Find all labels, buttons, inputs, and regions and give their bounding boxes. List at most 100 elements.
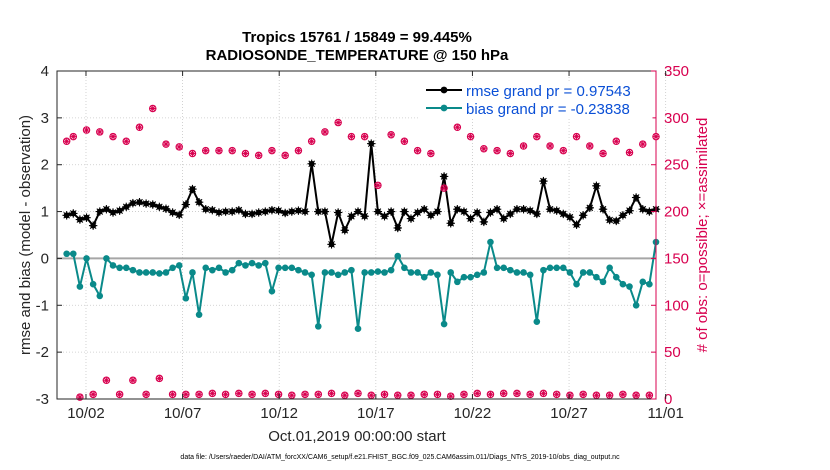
- rmse-point: [638, 205, 647, 214]
- assimilated-point: [646, 391, 653, 399]
- assimilated-point: [460, 391, 468, 398]
- assimilated-point: [434, 391, 441, 398]
- assimilated-point: [407, 391, 415, 399]
- assimilated-point: [632, 391, 640, 399]
- rmse-point-ray: [69, 210, 77, 217]
- rmse-point: [585, 203, 594, 213]
- bias-point: [136, 269, 143, 276]
- rmse-point-ray: [374, 208, 382, 215]
- rmse-point: [280, 208, 290, 218]
- assimilated-point: [487, 391, 494, 398]
- rmse-point-ray: [493, 205, 501, 213]
- bias-point: [579, 269, 587, 276]
- rmse-point-ray: [328, 241, 335, 248]
- bias-point: [215, 264, 223, 272]
- bias-point: [169, 264, 176, 272]
- bias-point: [109, 262, 117, 269]
- rmse-point-ray: [401, 208, 408, 215]
- rmse-point-ray: [480, 218, 488, 226]
- assimilated-point: [420, 391, 428, 398]
- rmse-point: [592, 181, 601, 190]
- bias-point: [182, 294, 190, 302]
- bias-point: [626, 283, 633, 290]
- x-tick-label: 10/22: [454, 405, 492, 422]
- assimilated-point: [215, 147, 223, 154]
- bias-point: [440, 320, 448, 328]
- assimilated-point: [321, 128, 329, 136]
- rmse-point: [380, 212, 389, 221]
- rmse-point-ray: [434, 208, 441, 215]
- bias-point: [467, 273, 474, 281]
- assimilated-point: [387, 131, 395, 139]
- rmse-point: [631, 193, 641, 202]
- rmse-point: [360, 212, 369, 221]
- right-tick-label: 300: [664, 110, 689, 127]
- rmse-point: [254, 208, 263, 217]
- rmse-point: [492, 205, 502, 214]
- bias-point: [480, 269, 488, 276]
- rmse-point: [499, 214, 508, 223]
- rmse-point-ray: [420, 205, 428, 213]
- rmse-point: [459, 207, 469, 216]
- assimilated-point: [169, 391, 176, 398]
- bias-point: [361, 269, 368, 276]
- assimilated-point: [328, 390, 335, 397]
- rmse-point-ray: [407, 215, 415, 222]
- bias-point: [434, 271, 441, 279]
- rmse-point: [539, 176, 548, 186]
- rmse-point: [241, 209, 250, 219]
- rmse-point-ray: [453, 205, 461, 213]
- rmse-point-ray: [109, 209, 117, 216]
- rmse-point-ray: [295, 207, 302, 214]
- rmse-point: [115, 206, 124, 215]
- bias-point: [175, 262, 183, 269]
- bias-point: [301, 269, 309, 276]
- assimilated-point: [526, 391, 534, 398]
- assimilated-point: [162, 140, 170, 148]
- rmse-point-ray: [83, 214, 90, 222]
- rmse-point: [386, 207, 396, 216]
- x-tick-label: 10/17: [357, 405, 395, 422]
- rmse-point-ray: [440, 173, 448, 180]
- assimilated-point: [401, 137, 408, 145]
- assimilated-point: [275, 391, 282, 398]
- rmse-point-ray: [308, 160, 316, 168]
- bias-point: [242, 262, 249, 269]
- rmse-point: [274, 206, 283, 215]
- rmse-point: [300, 207, 310, 216]
- rmse-point: [175, 210, 184, 220]
- rmse-point: [426, 211, 436, 220]
- assimilated-point: [268, 147, 276, 154]
- assimilated-point: [566, 391, 574, 399]
- rmse-point-ray: [142, 200, 150, 207]
- rmse-point: [181, 200, 191, 209]
- bias-point: [540, 266, 547, 274]
- left-axis-label: rmse and bias (model - observation): [17, 115, 34, 355]
- bias-point: [553, 264, 560, 272]
- bias-point: [209, 266, 216, 274]
- assimilated-point: [480, 145, 488, 153]
- bias-point: [328, 269, 335, 276]
- bias-point: [149, 269, 157, 276]
- rmse-point: [486, 208, 495, 217]
- rmse-point: [234, 205, 244, 215]
- rmse-point-ray: [348, 212, 355, 220]
- rmse-point: [525, 206, 535, 215]
- bias-point: [162, 269, 170, 276]
- assimilated-point: [334, 119, 342, 126]
- rmse-point: [612, 216, 621, 226]
- assimilated-point: [255, 152, 262, 159]
- bias-point: [142, 269, 150, 276]
- rmse-point: [88, 221, 98, 230]
- right-tick-label: 50: [664, 344, 681, 361]
- assimilated-point: [96, 128, 104, 136]
- assimilated-point: [573, 133, 580, 140]
- rmse-point-ray: [288, 208, 296, 215]
- rmse-point-ray: [63, 211, 71, 219]
- assimilated-point: [440, 184, 448, 192]
- assimilated-point: [374, 182, 382, 189]
- assimilated-point: [612, 137, 620, 145]
- rmse-point-ray: [619, 211, 627, 219]
- assimilated-point: [394, 391, 402, 399]
- rmse-point-ray: [546, 205, 554, 213]
